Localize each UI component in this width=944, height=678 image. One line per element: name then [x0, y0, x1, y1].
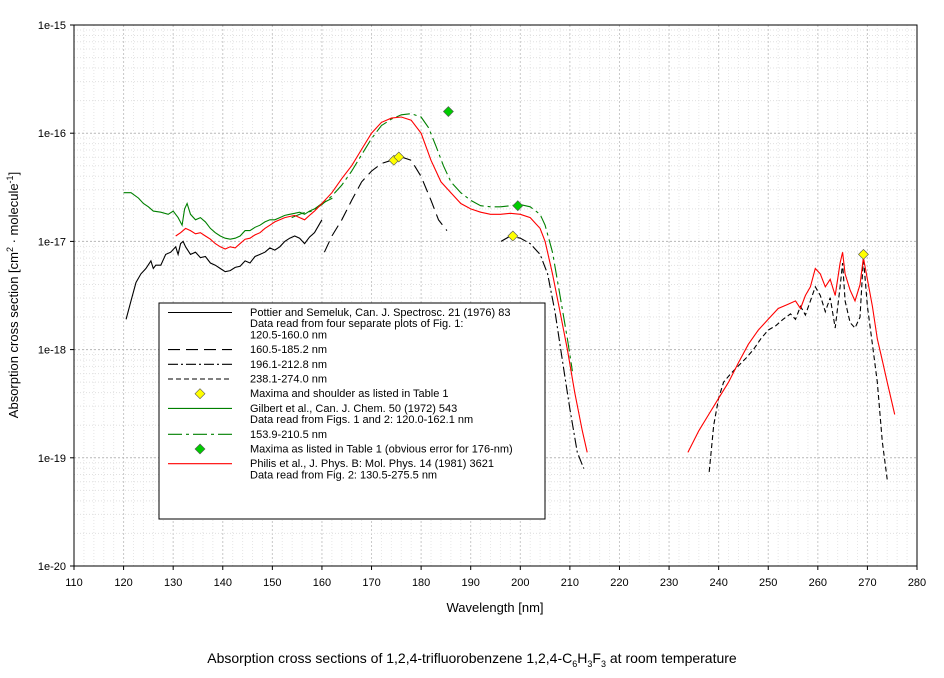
- y-tick-label: 1e-19: [38, 453, 66, 465]
- series-line-1: [323, 156, 448, 253]
- marker-point-0: [858, 248, 869, 260]
- x-axis-label: Wavelength [nm]: [446, 600, 543, 615]
- x-tick-label: 240: [709, 577, 727, 589]
- legend-text: 153.9-210.5 nm: [250, 429, 327, 441]
- series-line-2: [500, 235, 585, 469]
- figure-caption: Absorption cross sections of 1,2,4-trifl…: [207, 650, 737, 669]
- y-tick-label: 1e-20: [38, 561, 66, 573]
- x-tick-label: 280: [908, 577, 926, 589]
- legend-text: 196.1-212.8 nm: [250, 359, 327, 371]
- legend: Pottier and Semeluk, Can. J. Spectrosc. …: [158, 302, 546, 520]
- legend-text: Maxima and shoulder as listed in Table 1: [250, 388, 449, 400]
- x-tick-label: 230: [660, 577, 678, 589]
- legend-marker-4: [194, 388, 206, 400]
- legend-text: Data read from Figs. 1 and 2: 120.0-162.…: [250, 414, 473, 426]
- series-line-4: [123, 192, 333, 240]
- x-tick-label: 130: [164, 577, 182, 589]
- series-layer: [123, 113, 896, 480]
- x-tick-label: 180: [412, 577, 430, 589]
- legend-text: 120.5-160.0 nm: [250, 329, 327, 341]
- x-tick-label: 190: [462, 577, 480, 589]
- x-tick-label: 160: [313, 577, 331, 589]
- y-tick-label: 1e-17: [38, 236, 66, 248]
- legend-text: Data read from Fig. 2: 130.5-275.5 nm: [250, 469, 437, 481]
- legend-box: [158, 302, 546, 520]
- x-tick-label: 210: [561, 577, 579, 589]
- x-tick-label: 200: [511, 577, 529, 589]
- y-axis-label: Absorption cross section [cm2 · molecule…: [5, 172, 21, 418]
- y-tick-label: 1e-18: [38, 345, 66, 357]
- legend-text: 238.1-274.0 nm: [250, 374, 327, 386]
- x-axis-ticks: 110 120 130 140 150 160 170 180 190 200 210 220 230 2…: [65, 566, 926, 589]
- y-tick-label: 1e-15: [38, 20, 66, 32]
- plot-frame: [73, 24, 918, 567]
- legend-text: Data read from four separate plots of Fi…: [250, 318, 463, 330]
- x-tick-label: 170: [362, 577, 380, 589]
- x-tick-label: 140: [214, 577, 232, 589]
- legend-text: Philis et al., J. Phys. B: Mol. Phys. 14…: [250, 458, 494, 470]
- marker-layer: [388, 106, 869, 260]
- x-tick-label: 220: [610, 577, 628, 589]
- y-tick-label: 1e-16: [38, 128, 66, 140]
- series-line-3: [708, 257, 888, 480]
- legend-text: 160.5-185.2 nm: [250, 344, 327, 356]
- series-line-0: [125, 219, 323, 320]
- x-tick-label: 270: [858, 577, 876, 589]
- legend-text: Gilbert et al., Can. J. Chem. 50 (1972) …: [250, 403, 457, 415]
- x-tick-label: 260: [809, 577, 827, 589]
- y-axis-ticks: 1e-20 1e-19 1e-18 1e-17 1e-16 1e-15: [38, 20, 74, 573]
- legend-text: Pottier and Semeluk, Can. J. Spectrosc. …: [250, 307, 510, 319]
- series-line-6: [175, 116, 896, 453]
- legend-text: Maxima as listed in Table 1 (obvious err…: [250, 444, 513, 456]
- legend-marker-7: [194, 443, 206, 455]
- x-tick-label: 110: [65, 577, 83, 589]
- marker-point-1: [512, 200, 524, 212]
- x-tick-label: 120: [114, 577, 132, 589]
- x-tick-label: 250: [759, 577, 777, 589]
- marker-point-1: [442, 106, 454, 117]
- x-tick-label: 150: [263, 577, 281, 589]
- series-line-5: [291, 113, 573, 372]
- marker-point-0: [393, 151, 405, 163]
- marker-point-0: [507, 230, 519, 242]
